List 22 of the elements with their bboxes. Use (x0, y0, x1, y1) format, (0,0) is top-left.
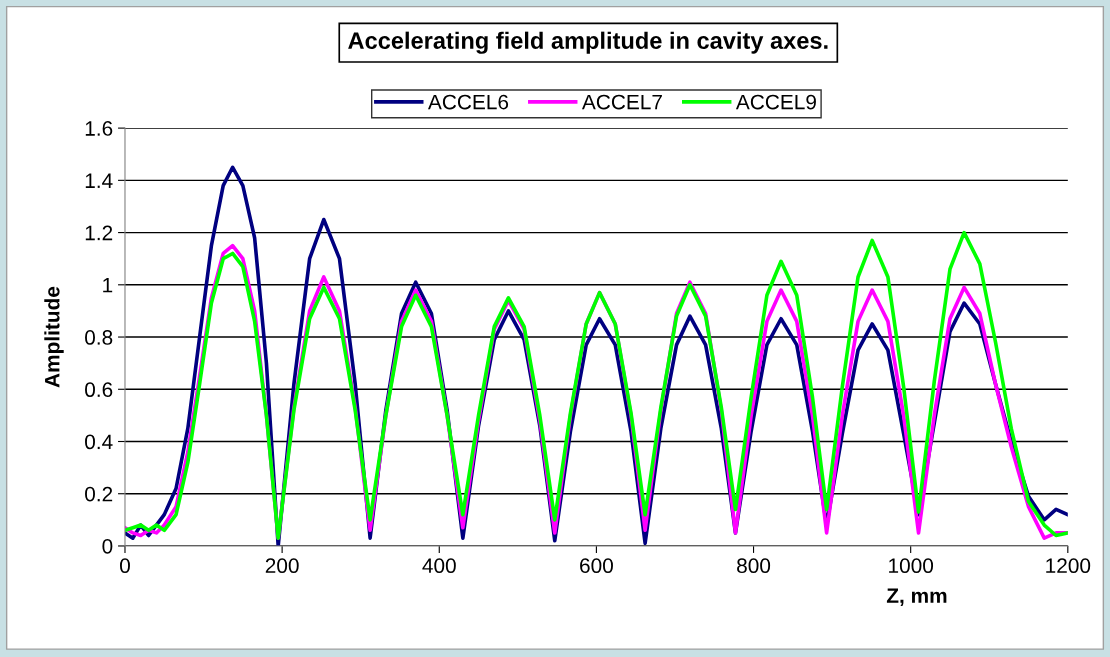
y-tick-label: 1.2 (85, 225, 113, 241)
x-axis-title: Z, mm (886, 588, 947, 607)
x-tick-label: 400 (422, 558, 456, 574)
y-tick-label: 0.2 (85, 486, 113, 502)
x-tick-label: 200 (265, 558, 299, 574)
x-tick-label: 1000 (889, 558, 934, 574)
legend-label: ACCEL7 (581, 94, 662, 110)
x-tick-label: 0 (120, 558, 130, 574)
y-tick-label: 0 (102, 538, 113, 554)
y-tick-label: 0.8 (85, 330, 113, 345)
legend-label: ACCEL9 (735, 94, 816, 110)
y-tick-label: 1 (103, 278, 113, 293)
chart-title: Accelerating field amplitude in cavity axes. (348, 31, 828, 54)
y-axis-title: Amplitude (44, 286, 64, 388)
x-tick-label: 1200 (1046, 558, 1091, 574)
legend-label: ACCEL6 (427, 94, 509, 110)
x-tick-label: 600 (580, 558, 613, 574)
x-tick-label: 800 (737, 558, 771, 574)
y-tick-label: 0.6 (85, 382, 113, 398)
y-tick-label: 1.4 (85, 173, 113, 188)
y-tick-label: 1.6 (85, 121, 113, 136)
y-tick-label: 0.4 (85, 434, 113, 450)
